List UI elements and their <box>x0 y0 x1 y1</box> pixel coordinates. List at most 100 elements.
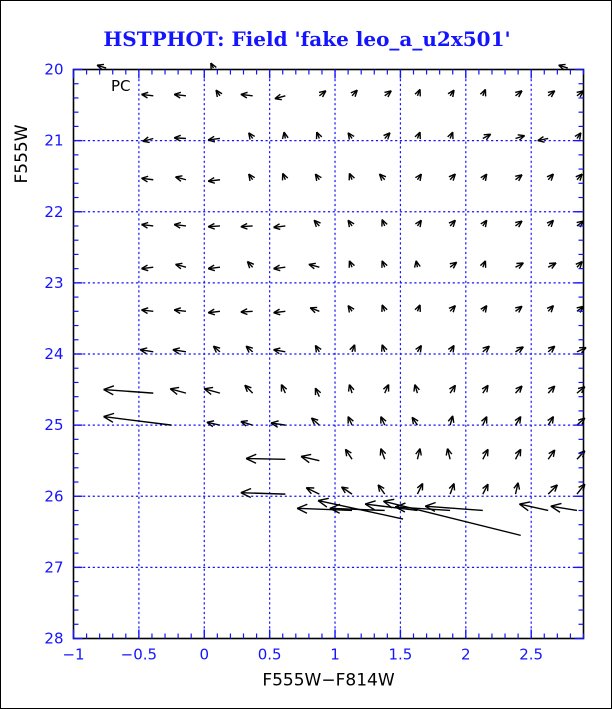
vector-arrow <box>245 453 286 464</box>
vector-arrow <box>515 134 526 141</box>
vector-arrow <box>415 344 423 353</box>
vector-arrow <box>172 347 187 355</box>
vector-arrow <box>207 176 221 184</box>
vector-arrow <box>519 501 549 512</box>
vector-arrow <box>514 448 522 460</box>
vector-arrow <box>246 260 255 269</box>
vector-arrow <box>344 448 353 460</box>
vector-arrow <box>383 132 391 140</box>
vector-arrow <box>173 307 187 315</box>
vector-arrow <box>348 260 355 268</box>
vector-arrow <box>315 131 323 140</box>
vector-arrow <box>314 387 322 397</box>
vector-arrow <box>413 260 421 268</box>
vector-arrow <box>413 384 420 394</box>
y-tick-label: 28 <box>44 630 63 648</box>
vector-arrow <box>309 306 320 314</box>
y-tick-label: 23 <box>44 274 63 292</box>
vector-arrow <box>482 345 490 353</box>
vector-arrow <box>515 346 524 354</box>
vector-arrow <box>141 175 154 183</box>
vector-arrow <box>340 486 353 495</box>
vector-arrow <box>207 135 221 143</box>
vector-arrow <box>142 136 154 144</box>
vector-arrow <box>203 386 221 396</box>
vector-arrow <box>318 90 327 98</box>
vector-arrow <box>347 416 354 426</box>
vector-arrow <box>377 484 386 495</box>
vector-arrow <box>314 344 322 353</box>
vector-arrow <box>514 416 522 426</box>
vector-arrow <box>550 502 578 513</box>
vector-arrow <box>175 175 187 182</box>
vector-arrow <box>248 132 256 140</box>
vector-arrow <box>173 134 187 142</box>
vector-arrow <box>445 448 453 460</box>
vector-arrow <box>547 262 557 269</box>
vector-arrow <box>415 219 423 228</box>
vector-arrow <box>575 173 583 181</box>
vector-arrow <box>414 304 421 312</box>
x-tick-label: 2.5 <box>519 646 543 664</box>
vector-arrow <box>546 304 555 313</box>
vector-arrow <box>449 261 458 269</box>
vector-arrow <box>381 260 388 268</box>
vector-arrow <box>546 219 555 228</box>
vector-arrow <box>546 173 555 181</box>
vector-arrow <box>414 88 421 97</box>
vector-arrow <box>103 412 172 426</box>
y-tick-label: 20 <box>44 61 63 79</box>
vector-arrow <box>575 260 583 269</box>
vector-arrow <box>447 131 454 140</box>
vector-arrow <box>482 448 489 460</box>
vector-arrow <box>317 497 404 520</box>
y-axis-title: F555W <box>12 124 32 183</box>
y-tick-label: 25 <box>44 416 63 434</box>
vector-arrow <box>348 172 355 181</box>
panel-label: PC <box>111 77 131 95</box>
vector-arrow <box>212 345 221 353</box>
vector-arrow <box>173 221 187 229</box>
x-tick-label: 2 <box>461 646 471 664</box>
vector-arrow <box>547 345 556 353</box>
vector-arrow <box>305 487 320 495</box>
y-tick-label: 27 <box>44 558 63 576</box>
x-tick-label: −1 <box>62 646 84 664</box>
vector-arrow <box>141 91 154 99</box>
vector-arrow <box>240 487 286 499</box>
vector-arrow <box>515 262 524 269</box>
vector-field-group <box>96 62 587 537</box>
vector-arrow <box>547 385 556 394</box>
vector-arrow <box>482 483 489 495</box>
y-tick-label: 21 <box>44 132 63 150</box>
vector-arrow <box>139 347 154 355</box>
vector-arrow <box>347 219 355 228</box>
x-tick-label: 1.5 <box>388 646 412 664</box>
vector-arrow <box>480 173 488 182</box>
vector-arrow <box>270 420 286 428</box>
vector-arrow <box>415 173 423 182</box>
x-tick-label: −0.5 <box>121 646 157 664</box>
vector-arrow <box>310 417 320 426</box>
vector-arrow <box>169 386 187 396</box>
vector-arrow <box>244 384 254 394</box>
vector-arrow <box>448 219 457 228</box>
vector-arrow <box>364 500 418 512</box>
vector-arrow <box>414 131 421 140</box>
vector-arrow <box>349 344 356 353</box>
vector-arrow <box>384 90 392 98</box>
x-axis-title: F555W−F814W <box>262 671 395 691</box>
vector-arrow <box>547 449 556 460</box>
vector-arrow <box>378 173 387 181</box>
vector-arrow <box>347 384 355 394</box>
vector-arrow <box>273 223 286 231</box>
vector-arrow <box>480 305 488 313</box>
vector-arrow <box>207 222 221 230</box>
vector-arrow <box>537 135 549 143</box>
y-tick-label: 26 <box>44 487 63 505</box>
vector-arrow <box>515 90 523 98</box>
vector-arrow <box>449 384 457 394</box>
vector-arrow <box>479 88 487 97</box>
vector-arrow <box>547 484 559 495</box>
vector-arrow <box>141 221 154 229</box>
